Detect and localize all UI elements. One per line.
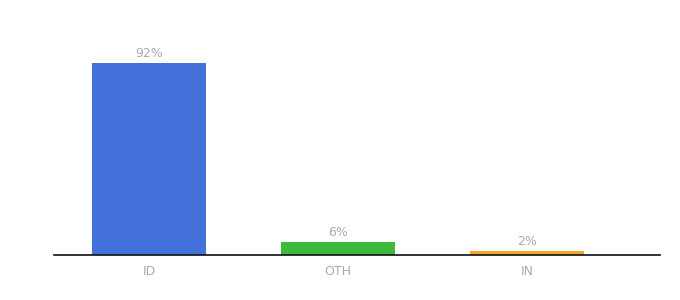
Text: 92%: 92% [135,47,163,60]
Text: 2%: 2% [517,235,537,248]
Bar [471,251,584,255]
Text: 6%: 6% [328,226,348,239]
Bar [92,63,205,255]
Bar [282,242,395,255]
